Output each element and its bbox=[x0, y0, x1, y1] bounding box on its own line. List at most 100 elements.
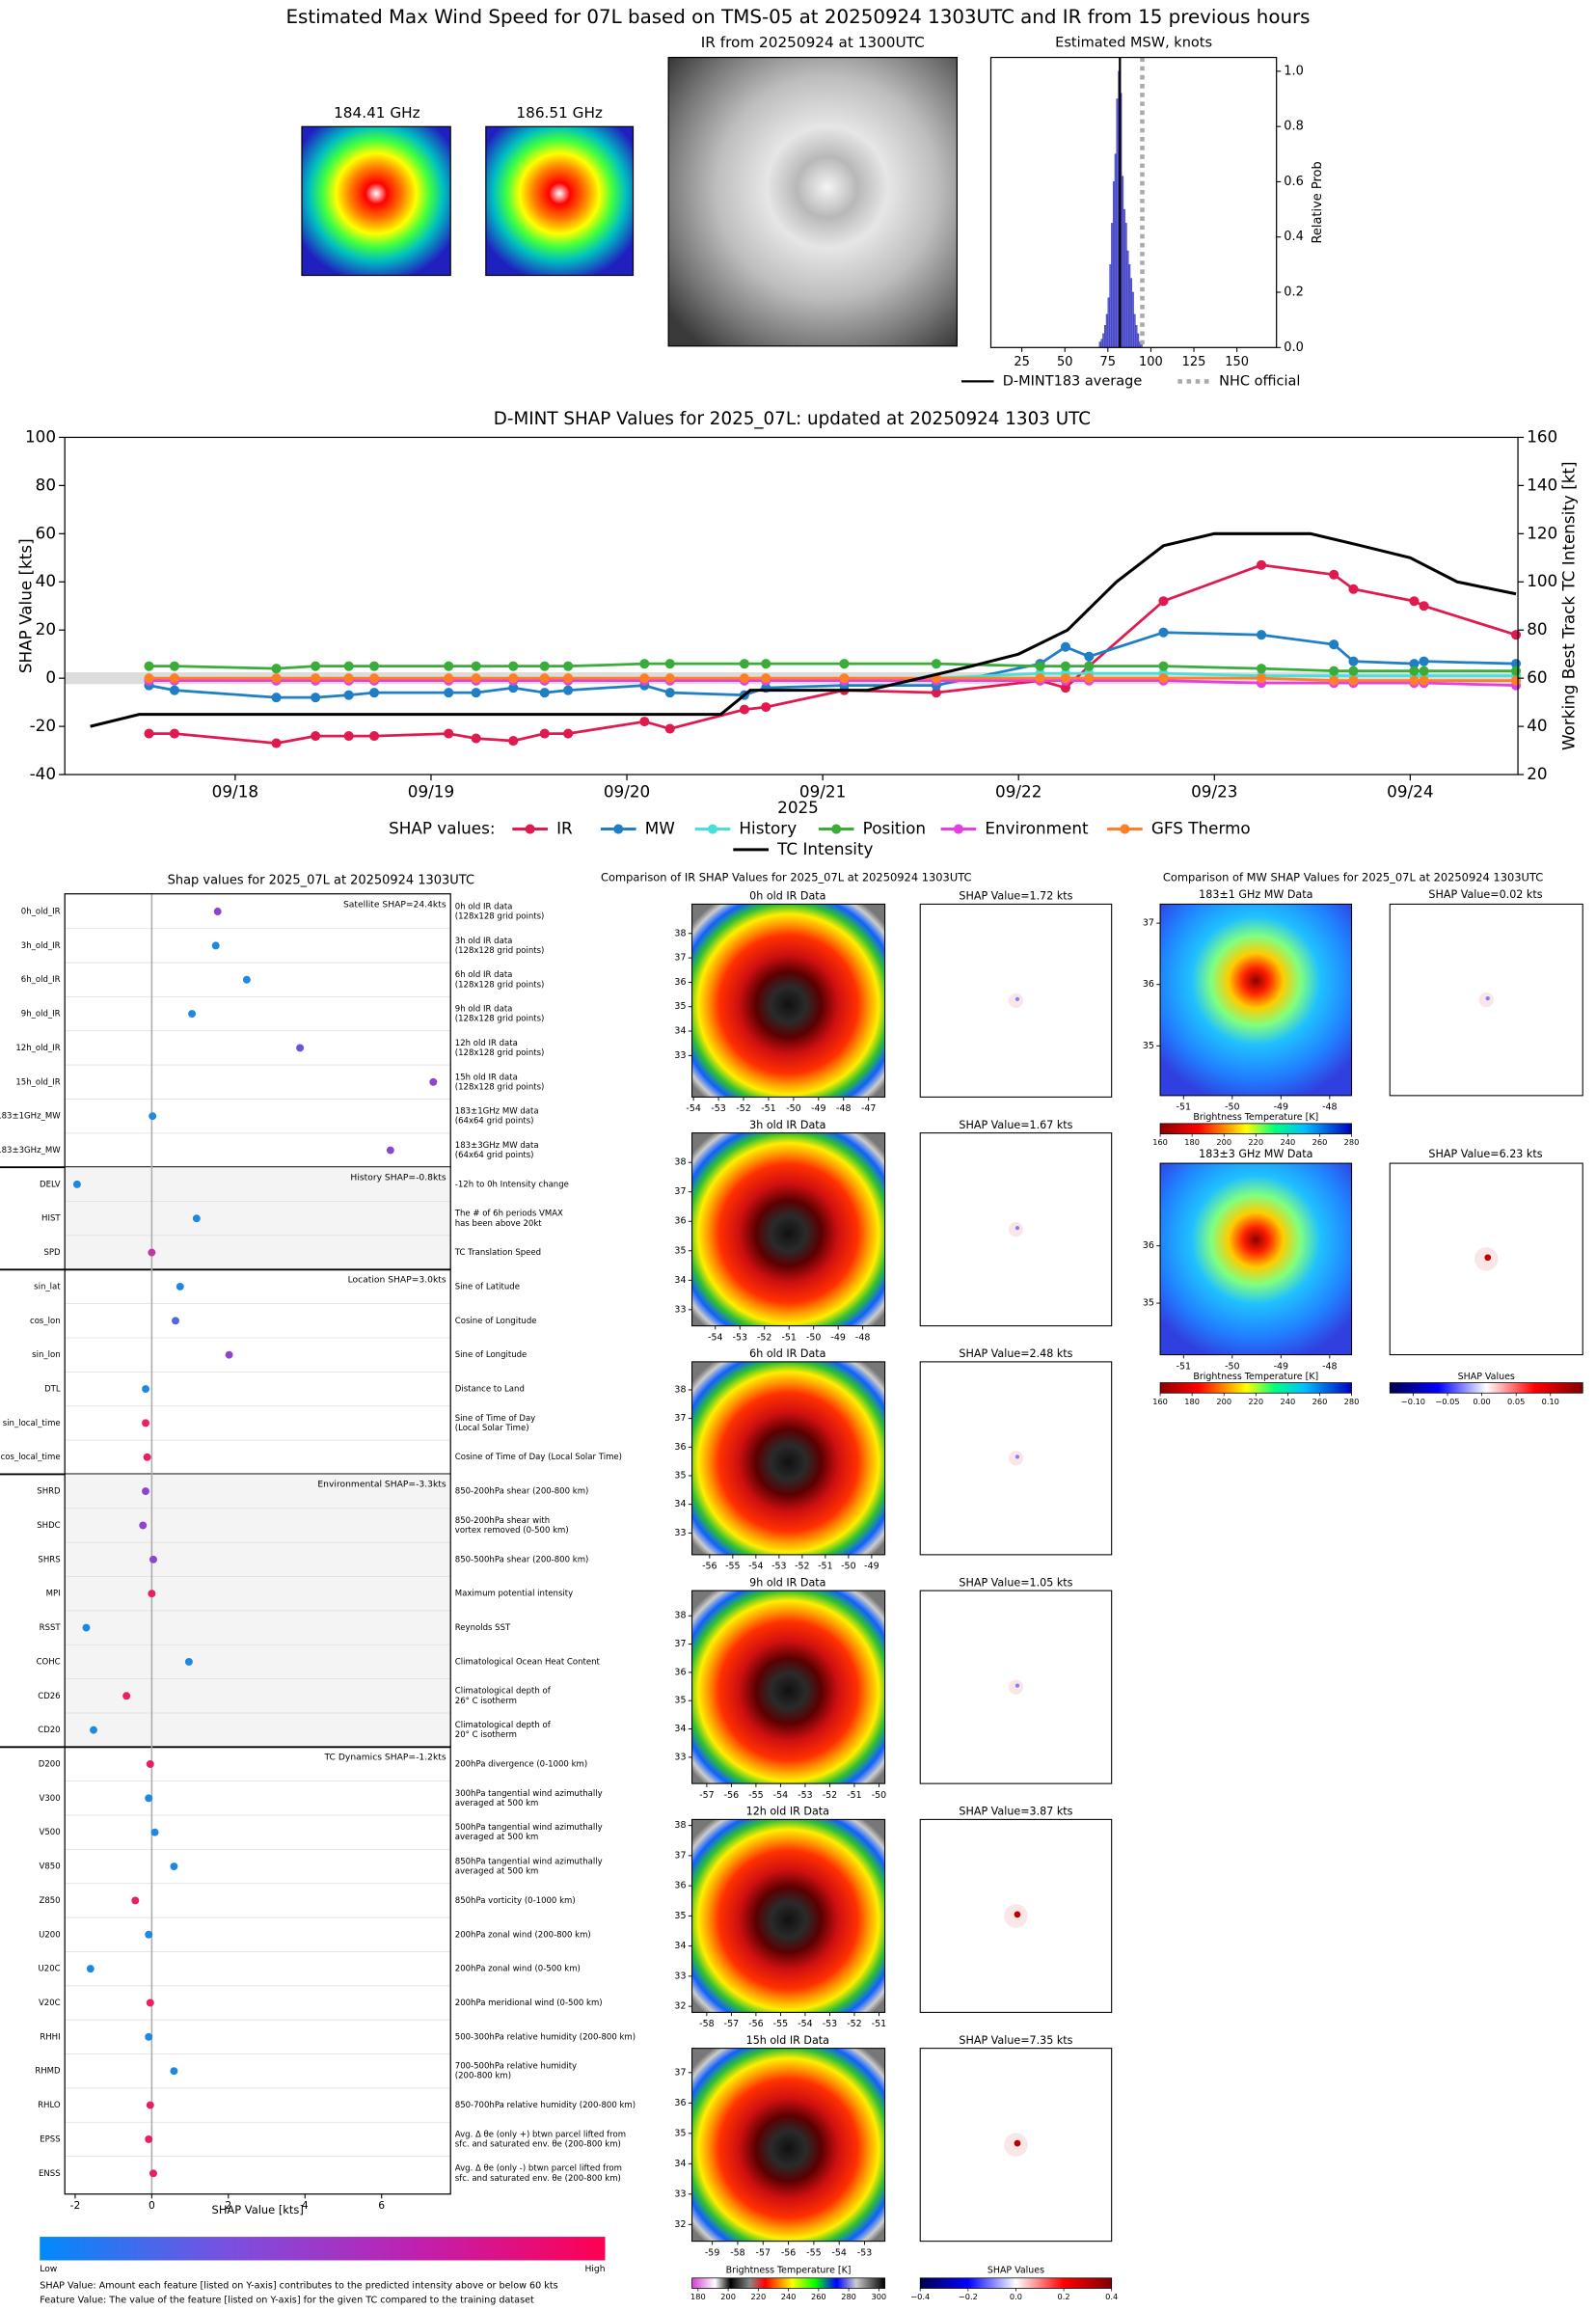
series-marker bbox=[1060, 683, 1070, 693]
group-label: Location SHAP=3.0kts bbox=[348, 1274, 446, 1285]
feature-dot bbox=[296, 1044, 305, 1052]
legend-label: GFS Thermo bbox=[1151, 819, 1251, 838]
x-tick-label: -57 bbox=[756, 2247, 771, 2258]
colorbar-tick-label: 200 bbox=[1216, 1137, 1231, 1147]
series-marker bbox=[169, 661, 179, 671]
series-marker bbox=[444, 728, 454, 739]
y2-tick-label: 140 bbox=[1527, 475, 1557, 494]
panel-title: SHAP Value=3.87 kts bbox=[959, 1806, 1072, 1818]
feature-dot bbox=[386, 1146, 394, 1155]
series-marker bbox=[1158, 627, 1169, 638]
feature-dot bbox=[242, 975, 251, 984]
feature-description: (64x64 grid points) bbox=[455, 1151, 534, 1160]
colorbar bbox=[1159, 1123, 1352, 1134]
mw-image bbox=[1159, 1162, 1353, 1356]
y-tick-label: -20 bbox=[30, 716, 56, 735]
series-marker bbox=[1035, 673, 1045, 684]
feature-description: Cosine of Time of Day (Local Solar Time) bbox=[455, 1453, 622, 1462]
shap-blob bbox=[1008, 1451, 1024, 1466]
y-tick-label: 35 bbox=[674, 1696, 686, 1706]
y-tick-label: 35 bbox=[674, 2128, 686, 2138]
y-tick-label: 34 bbox=[674, 1724, 686, 1734]
hist-bar bbox=[1107, 297, 1110, 348]
y2-tick-label: 100 bbox=[1527, 571, 1557, 590]
feature-description: (64x64 grid points) bbox=[455, 1117, 534, 1127]
hist-bar bbox=[1129, 278, 1133, 348]
hist-bar bbox=[1109, 264, 1112, 348]
x-tick-label: -52 bbox=[795, 1562, 809, 1572]
series-marker bbox=[144, 661, 154, 671]
feature-label: HIST bbox=[41, 1214, 61, 1224]
feature-dot bbox=[148, 1248, 156, 1257]
feature-description: (128x128 grid points) bbox=[455, 980, 545, 990]
ir-image bbox=[691, 2048, 886, 2243]
series-marker bbox=[1419, 675, 1429, 686]
series-marker bbox=[539, 673, 550, 684]
x-tick-label: -51 bbox=[1177, 1361, 1191, 1372]
series-marker bbox=[169, 728, 179, 739]
feature-description: sfc. and saturated env. θe (200-800 km) bbox=[455, 2174, 621, 2184]
colorbar-tick-label: 200 bbox=[720, 2292, 736, 2301]
feature-description: 20° C isotherm bbox=[455, 1730, 517, 1740]
series-marker bbox=[1158, 661, 1169, 671]
x-tick-label: -54 bbox=[708, 1332, 722, 1343]
series-marker bbox=[1348, 656, 1359, 666]
shap-blob bbox=[1014, 2139, 1021, 2147]
x-tick-label: -50 bbox=[841, 1562, 855, 1572]
colorbar-label: SHAP Values bbox=[987, 2266, 1044, 2276]
feature-dot bbox=[145, 2134, 153, 2143]
colorbar-label: SHAP Values bbox=[1458, 1372, 1515, 1382]
x-tick-label: -55 bbox=[806, 2247, 821, 2258]
series-marker bbox=[508, 683, 519, 693]
colorbar-tick-label: 0.2 bbox=[1058, 2292, 1070, 2301]
panel-title: SHAP Value=1.72 kts bbox=[959, 890, 1072, 903]
feature-label: sin_lon bbox=[32, 1350, 60, 1360]
panel-title: 0h old IR Data bbox=[749, 890, 825, 903]
x-tick-label: 25 bbox=[1014, 355, 1030, 369]
feature-description: 3h old IR data bbox=[455, 937, 513, 946]
y-tick-label: 40 bbox=[36, 571, 56, 590]
series-marker bbox=[1256, 664, 1267, 674]
series-marker bbox=[1510, 675, 1522, 686]
feature-label: 6h_old_IR bbox=[21, 975, 61, 985]
series-marker bbox=[444, 688, 454, 698]
series-marker bbox=[1329, 569, 1339, 580]
feature-description: 12h old IR data bbox=[455, 1039, 518, 1048]
legend-marker bbox=[953, 824, 963, 834]
legend-marker bbox=[707, 824, 717, 834]
panel-title: 15h old IR Data bbox=[746, 2034, 829, 2047]
feature-description: 6h old IR data bbox=[455, 970, 513, 980]
feature-label: ENSS bbox=[39, 2169, 61, 2179]
series-marker bbox=[343, 661, 354, 671]
series-marker bbox=[311, 731, 321, 742]
x-tick-label: -56 bbox=[781, 2247, 796, 2258]
hist-bar bbox=[1123, 208, 1125, 348]
hist-bar bbox=[1121, 176, 1124, 348]
feature-description: vortex removed (0-500 km) bbox=[455, 1526, 569, 1536]
x-tick-label: -50 bbox=[872, 1790, 886, 1801]
colorbar-label: Brightness Temperature [K] bbox=[1193, 1112, 1318, 1123]
feature-description: Sine of Time of Day bbox=[455, 1414, 535, 1424]
feature-description: Climatological depth of bbox=[455, 1721, 552, 1730]
x-tick-label: -50 bbox=[806, 1332, 821, 1343]
hist-bar bbox=[1111, 223, 1114, 348]
colorbar-high: High bbox=[584, 2264, 605, 2274]
group-background bbox=[65, 1167, 451, 1270]
feature-description: Climatological Ocean Heat Content bbox=[455, 1657, 601, 1667]
series-marker bbox=[761, 659, 771, 669]
hist-bar bbox=[1098, 341, 1101, 348]
feature-label: U200 bbox=[39, 1930, 61, 1940]
x-tick-label: -53 bbox=[857, 2247, 872, 2258]
panel-title: 12h old IR Data bbox=[746, 1806, 829, 1818]
x-tick-label: -48 bbox=[1322, 1102, 1337, 1113]
x-tick-label: -51 bbox=[872, 2019, 886, 2029]
legend-label: Environment bbox=[985, 819, 1089, 838]
y-tick-label: 38 bbox=[674, 928, 686, 938]
feature-label: 183±3GHz_MW bbox=[0, 1146, 61, 1156]
x-tick-label: -49 bbox=[830, 1332, 845, 1343]
feature-dot bbox=[146, 1998, 154, 2007]
colorbar-tick-label: 180 bbox=[690, 2292, 706, 2301]
feature-description: -12h to 0h Intensity change bbox=[455, 1180, 569, 1189]
colorbar-tick-label: 300 bbox=[871, 2292, 886, 2301]
series-marker bbox=[311, 673, 321, 684]
